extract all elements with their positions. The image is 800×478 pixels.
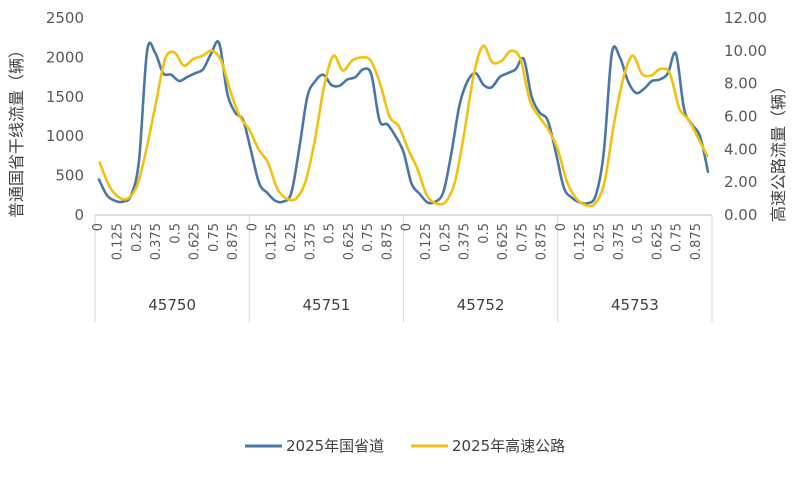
x-tick-2-1: 0.125	[419, 223, 434, 260]
y-right-tick-2: 4.00	[724, 140, 757, 158]
series-line-0	[97, 40, 710, 206]
legend-label-gaosu: 2025年高速公路	[452, 437, 565, 455]
x-tick-2-3: 0.375	[458, 223, 473, 260]
x-tick-1-6: 0.75	[361, 223, 376, 252]
x-tick-3-4: 0.5	[631, 223, 646, 244]
legend-item-guoshengdao: 2025年国省道	[245, 437, 384, 455]
y-right-tick-0: 0.00	[724, 206, 757, 224]
x-tick-2-7: 0.875	[535, 223, 550, 260]
x-tick-1-4: 0.5	[323, 223, 338, 244]
x-tick-3-5: 0.625	[650, 223, 665, 260]
x-tick-0-0: 0	[91, 223, 106, 231]
x-day-label-0: 45750	[148, 296, 196, 314]
y-right-tick-3: 6.00	[724, 108, 757, 126]
y-right-tick-1: 2.00	[724, 173, 757, 191]
y-left-tick-3: 1500	[46, 88, 84, 106]
y-left-tick-2: 1000	[46, 127, 84, 145]
x-tick-1-3: 0.375	[303, 223, 318, 260]
y-left-tick-labels: 0 500 1000 1500 2000 2500	[46, 9, 84, 224]
x-tick-3-0: 0	[554, 223, 569, 231]
y-right-axis-title: 高速公路流量（辆）	[769, 78, 788, 222]
x-tick-3-1: 0.125	[573, 223, 588, 260]
x-tick-1-2: 0.25	[284, 223, 299, 252]
x-tick-2-5: 0.625	[496, 223, 511, 260]
y-left-axis-title: 普通国省干线流量（辆）	[7, 42, 26, 218]
x-tick-2-2: 0.25	[438, 223, 453, 252]
x-tick-2-0: 0	[400, 223, 415, 231]
x-tick-0-6: 0.75	[207, 223, 222, 252]
x-tick-1-5: 0.625	[342, 223, 357, 260]
x-hour-tick-labels: 0 0.125 0.25 0.375 0.5 0.625 0.75 0.875 0 0.125 0.…	[91, 223, 704, 260]
legend: 2025年国省道 2025年高速公路	[245, 437, 565, 455]
x-day-label-2: 45752	[457, 296, 505, 314]
x-tick-2-4: 0.5	[477, 223, 492, 244]
y-left-tick-5: 2500	[46, 9, 84, 27]
x-tick-1-1: 0.125	[265, 223, 280, 260]
y-left-tick-1: 500	[55, 167, 84, 185]
y-left-tick-0: 0	[74, 206, 84, 224]
x-tick-0-5: 0.625	[188, 223, 203, 260]
x-day-label-1: 45751	[303, 296, 351, 314]
x-tick-2-6: 0.75	[515, 223, 530, 252]
y-left-tick-4: 2000	[46, 48, 84, 66]
x-tick-1-0: 0	[245, 223, 260, 231]
x-tick-0-7: 0.875	[226, 223, 241, 260]
x-day-labels: 45750 45751 45752 45753	[148, 296, 658, 314]
series-line-1	[98, 44, 709, 208]
x-tick-0-4: 0.5	[168, 223, 183, 244]
y-right-tick-5: 10.00	[724, 42, 767, 60]
y-right-tick-6: 12.00	[724, 9, 767, 27]
x-tick-3-7: 0.875	[689, 223, 704, 260]
x-tick-3-3: 0.375	[612, 223, 627, 260]
x-tick-0-2: 0.25	[130, 223, 145, 252]
x-day-label-3: 45753	[611, 296, 659, 314]
x-tick-3-2: 0.25	[593, 223, 608, 252]
x-tick-0-3: 0.375	[149, 223, 164, 260]
x-tick-3-6: 0.75	[670, 223, 685, 252]
y-right-tick-labels: 0.00 2.00 4.00 6.00 8.00 10.00 12.00	[724, 9, 767, 224]
x-tick-0-1: 0.125	[110, 223, 125, 260]
series-layer	[97, 40, 710, 208]
plot-area	[94, 40, 713, 322]
x-tick-1-7: 0.875	[380, 223, 395, 260]
x-category-lines	[94, 215, 713, 322]
legend-label-guoshengdao: 2025年国省道	[286, 437, 384, 455]
legend-item-gaosu: 2025年高速公路	[411, 437, 565, 455]
y-right-tick-4: 8.00	[724, 75, 757, 93]
